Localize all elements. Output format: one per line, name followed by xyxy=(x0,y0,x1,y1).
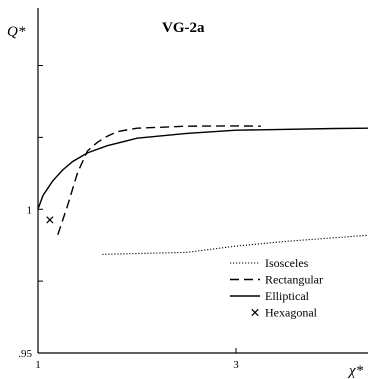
legend-isosceles-label: Isosceles xyxy=(265,256,309,270)
x-tick-label: 3 xyxy=(233,359,239,371)
y-axis-label: Q* xyxy=(7,24,26,40)
series-rectangular-line xyxy=(57,125,261,236)
x-tick-label: 1 xyxy=(35,359,41,371)
series-hexagonal-marker xyxy=(46,216,54,224)
legend-hexagonal-marker xyxy=(251,308,259,317)
marker-stroke xyxy=(251,308,259,317)
series-isosceles-line xyxy=(102,234,368,255)
chart-title: VG-2a xyxy=(162,20,205,36)
marker-stroke xyxy=(46,216,54,224)
legend: Isosceles Rectangular Elliptical Hexagonal xyxy=(230,256,323,320)
axes xyxy=(37,8,368,354)
x-axis-label: χ* xyxy=(347,363,364,379)
series-layer xyxy=(37,125,368,255)
series-elliptical-line xyxy=(37,127,368,210)
legend-hexagonal-label: Hexagonal xyxy=(265,306,318,320)
legend-elliptical-label: Elliptical xyxy=(265,289,310,303)
ticks: 135.951 xyxy=(18,65,239,371)
y-tick-label: 1 xyxy=(27,204,33,216)
y-tick-label: .95 xyxy=(18,348,32,360)
legend-rectangular-label: Rectangular xyxy=(265,273,323,287)
